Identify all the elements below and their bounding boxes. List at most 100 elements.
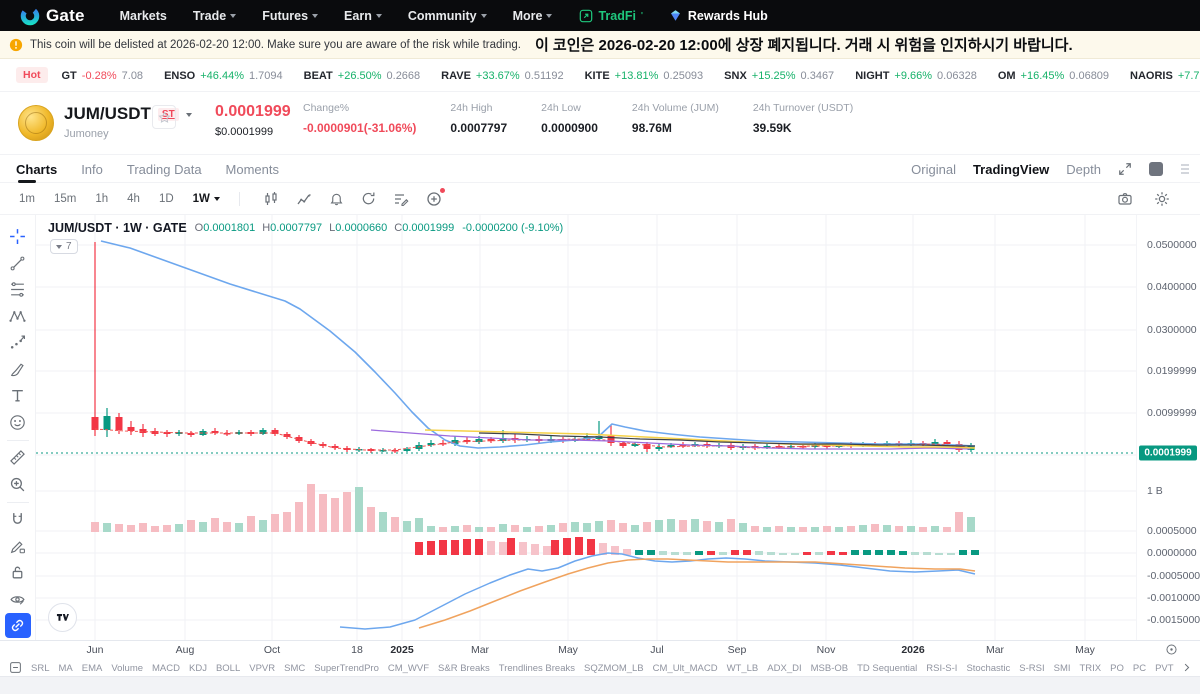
time-axis[interactable]: Jun Aug Oct 18 2025 Mar May Jul Sep Nov 2026 Mar May <box>0 640 1200 658</box>
screenshot-camera-button[interactable] <box>1117 191 1133 207</box>
st-tag[interactable]: ST <box>157 107 179 121</box>
indicator-macd[interactable]: MACD <box>152 663 180 674</box>
ticker-item-gt[interactable]: GT -0.28% 7.08 <box>62 70 144 82</box>
nav-item-more[interactable]: More <box>513 9 553 23</box>
ticker-item-naoris[interactable]: NAORIS+7.75%0.04349 <box>1130 70 1200 82</box>
menu-lines-icon[interactable] <box>1180 163 1190 175</box>
indicator-smc[interactable]: SMC <box>284 663 306 674</box>
indicator-boll[interactable]: BOLL <box>215 663 241 674</box>
ticker-item-night[interactable]: NIGHT +9.66% 0.06328 <box>855 70 977 82</box>
crosshair-tool[interactable] <box>5 224 31 249</box>
collapse-indicators-button[interactable] <box>9 661 22 674</box>
sync-drawings-tool[interactable] <box>4 613 31 639</box>
timeframe-1d[interactable]: 1D <box>159 193 174 205</box>
forecast-tool[interactable] <box>5 330 31 355</box>
mode-tradingview[interactable]: TradingView <box>972 161 1050 177</box>
refresh-button[interactable] <box>361 191 376 206</box>
mode-depth[interactable]: Depth <box>1066 161 1101 177</box>
drawing-lock-tool[interactable] <box>5 534 31 559</box>
price-scale[interactable]: 0.0500000 0.0400000 0.0300000 0.0199999 0.00… <box>1136 215 1200 640</box>
trendline-tool[interactable] <box>5 251 31 276</box>
chart-settings-gear-button[interactable] <box>1154 191 1170 207</box>
timeframe-1m[interactable]: 1m <box>19 193 35 205</box>
indicator-cm-ult-macd[interactable]: CM_Ult_MACD <box>652 663 718 674</box>
emoji-tool[interactable] <box>5 410 31 435</box>
scale-label: 0.0099999 <box>1147 407 1197 419</box>
legend-collapse-chip[interactable]: 7 <box>50 239 78 254</box>
brush-tool[interactable] <box>5 357 31 382</box>
indicator-stochastic[interactable]: Stochastic <box>966 663 1011 674</box>
indicator-volume[interactable]: Volume <box>111 663 144 674</box>
indicator-trendlines-breaks[interactable]: Trendlines Breaks <box>498 663 575 674</box>
timeframe-4h[interactable]: 4h <box>127 193 140 205</box>
pair-dropdown-caret[interactable] <box>185 112 192 117</box>
tab-info[interactable]: Info <box>81 161 103 177</box>
ticker-item-om[interactable]: OM +16.45% 0.06809 <box>998 70 1109 82</box>
pattern-xabcd-tool[interactable] <box>5 304 31 329</box>
ticker-item-rave[interactable]: RAVE +33.67% 0.51192 <box>441 70 563 82</box>
hot-badge[interactable]: Hot <box>16 67 48 83</box>
indicator-rsi-s-i[interactable]: RSI-S-I <box>926 663 958 674</box>
indicator-cm-wvf[interactable]: CM_WVF <box>387 663 430 674</box>
favorite-button[interactable] <box>152 105 176 129</box>
tab-moments[interactable]: Moments <box>225 161 280 177</box>
measure-ruler-tool[interactable] <box>5 445 31 470</box>
nav-item-markets[interactable]: Markets <box>120 9 167 23</box>
indicator-pvt[interactable]: PVT <box>1155 663 1174 674</box>
indicator-srl[interactable]: SRL <box>31 663 50 674</box>
alert-bell-button[interactable] <box>329 191 344 206</box>
indicator-adx-di[interactable]: ADX_DI <box>767 663 802 674</box>
gate-logo[interactable]: Gate <box>20 6 85 26</box>
time-label-18: 18 <box>351 644 363 656</box>
zoom-in-tool[interactable] <box>5 472 31 497</box>
indicators-button[interactable] <box>296 191 312 207</box>
tradingview-logo[interactable] <box>48 603 77 632</box>
indicator-ema[interactable]: EMA <box>81 663 103 674</box>
indicator-trix[interactable]: TRIX <box>1079 663 1102 674</box>
timeframe-1h[interactable]: 1h <box>95 193 108 205</box>
order-list-button[interactable] <box>393 191 409 207</box>
nav-tradfi[interactable]: TradFi ' <box>579 9 643 23</box>
indicator-td-sequential[interactable]: TD Sequential <box>857 663 918 674</box>
ticker-item-enso[interactable]: ENSO +46.44% 1.7094 <box>164 70 283 82</box>
text-tool[interactable] <box>5 383 31 408</box>
fib-retracement-tool[interactable] <box>5 277 31 302</box>
indicator-s-r-breaks[interactable]: S&R Breaks <box>438 663 490 674</box>
indicator-vpvr[interactable]: VPVR <box>249 663 276 674</box>
layout-square-icon[interactable] <box>1149 162 1163 176</box>
tab-trading-data[interactable]: Trading Data <box>126 161 202 177</box>
chart-canvas[interactable] <box>0 215 1200 640</box>
candle-style-button[interactable] <box>263 191 279 207</box>
magnet-tool[interactable] <box>5 507 31 532</box>
indicator-wt-lb[interactable]: WT_LB <box>726 663 759 674</box>
fullscreen-icon[interactable] <box>1118 162 1132 176</box>
ticker-item-kite[interactable]: KITE +13.81% 0.25093 <box>585 70 704 82</box>
indicator-sqzmom-lb[interactable]: SQZMOM_LB <box>584 663 644 674</box>
mode-original[interactable]: Original <box>911 161 956 177</box>
nav-item-futures[interactable]: Futures <box>262 9 319 23</box>
axis-settings-icon[interactable] <box>1165 643 1178 656</box>
nav-item-community[interactable]: Community <box>408 9 487 23</box>
lock-all-tool[interactable] <box>5 560 31 585</box>
indicator-po[interactable]: PO <box>1110 663 1124 674</box>
indicator-supertrendpro[interactable]: SuperTrendPro <box>314 663 379 674</box>
indicator-kdj[interactable]: KDJ <box>189 663 207 674</box>
indicator-ma[interactable]: MA <box>58 663 73 674</box>
timeframe-15m[interactable]: 15m <box>54 193 76 205</box>
scale-label: -0.0010000 <box>1147 592 1200 604</box>
time-label-mar: Mar <box>470 644 490 656</box>
more-indicators-chevron[interactable] <box>1181 662 1192 673</box>
indicator-pc[interactable]: PC <box>1132 663 1147 674</box>
nav-rewards-hub[interactable]: Rewards Hub <box>669 9 768 23</box>
timeframe-1w[interactable]: 1W <box>193 193 220 205</box>
add-widget-button[interactable] <box>426 187 445 207</box>
indicator-smi[interactable]: SMI <box>1053 663 1071 674</box>
nav-item-trade[interactable]: Trade <box>193 9 237 23</box>
hide-drawings-tool[interactable] <box>5 587 31 612</box>
ticker-item-snx[interactable]: SNX +15.25% 0.3467 <box>724 70 834 82</box>
nav-item-earn[interactable]: Earn <box>344 9 382 23</box>
tab-charts[interactable]: Charts <box>16 155 57 183</box>
indicator-s-rsi[interactable]: S-RSI <box>1019 663 1045 674</box>
indicator-msb-ob[interactable]: MSB-OB <box>810 663 849 674</box>
ticker-item-beat[interactable]: BEAT +26.50% 0.2668 <box>304 70 421 82</box>
